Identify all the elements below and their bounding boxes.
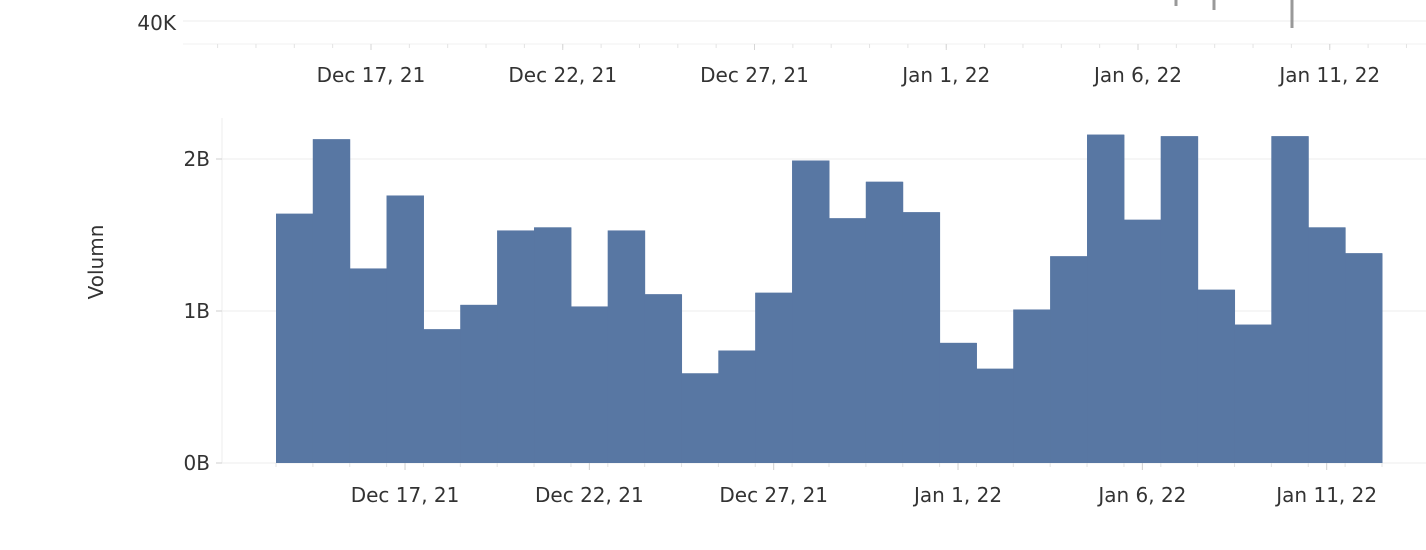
- volume-bar: [644, 294, 683, 463]
- volume-bars: [276, 134, 1383, 464]
- volume-bar: [1050, 256, 1088, 463]
- volume-bar: [976, 368, 1014, 463]
- volume-bar: [718, 350, 756, 463]
- volume-minor-ticks: [275, 463, 1383, 467]
- price-x-tick-label: Jan 11, 22: [1277, 63, 1380, 87]
- volume-x-tick-label: Jan 11, 22: [1274, 483, 1377, 507]
- price-y-tick-label: 40K: [137, 11, 176, 35]
- volume-y-tick-label: 0B: [184, 451, 210, 475]
- volume-x-tick-label: Dec 17, 21: [351, 483, 460, 507]
- volume-bar: [902, 212, 941, 463]
- volume-bar: [1123, 219, 1162, 463]
- volume-y-axis-title: Volumn: [84, 224, 108, 300]
- volume-bar: [1345, 253, 1383, 463]
- volume-bar: [829, 218, 867, 463]
- price-minor-ticks: [217, 44, 1407, 48]
- volume-panel: 0B 1B 2B Dec 17, 21 Dec 22, 21 Dec 27, 21 Jan…: [184, 118, 1426, 507]
- volume-x-tick-label: Jan 6, 22: [1096, 483, 1186, 507]
- volume-bar: [349, 268, 388, 463]
- price-x-tick-label: Dec 17, 21: [317, 63, 426, 87]
- volume-bar: [1013, 309, 1051, 463]
- volume-x-tick-labels: Dec 17, 21 Dec 22, 21 Dec 27, 21 Jan 1, 22 J…: [351, 463, 1377, 507]
- volume-bar: [1271, 136, 1309, 463]
- volume-y-tick-label: 2B: [184, 147, 210, 171]
- volume-bar: [865, 181, 904, 464]
- price-x-tick-label: Jan 1, 22: [900, 63, 990, 87]
- volume-bar: [1197, 289, 1236, 463]
- volume-bar: [939, 342, 977, 463]
- volume-bar: [312, 139, 351, 464]
- volume-bar: [497, 230, 535, 463]
- price-x-tick-labels: Dec 17, 21 Dec 22, 21 Dec 27, 21 Jan 1, 22 J…: [317, 44, 1380, 87]
- volume-bar: [423, 329, 461, 463]
- volume-x-tick-label: Dec 27, 21: [719, 483, 828, 507]
- volume-bar: [386, 195, 424, 464]
- volume-bar: [534, 227, 572, 463]
- volume-bar: [1087, 134, 1125, 463]
- volume-bar: [570, 306, 609, 463]
- volume-bar: [276, 213, 314, 463]
- volume-x-tick-label: Dec 22, 21: [535, 483, 644, 507]
- volume-bar: [792, 160, 830, 463]
- volume-bar: [1308, 227, 1346, 463]
- volume-bar: [607, 230, 646, 463]
- volume-bar: [681, 373, 719, 463]
- volume-y-tick-label: 1B: [184, 299, 210, 323]
- volume-bar: [1160, 136, 1199, 463]
- volume-y-tick-labels: 0B 1B 2B: [184, 147, 222, 475]
- price-x-tick-label: Dec 27, 21: [700, 63, 809, 87]
- price-candle-wicks: [1174, 0, 1294, 28]
- price-panel: 40K Dec 17, 21 Dec 22, 21 Dec 27, 21 Jan 1,…: [137, 0, 1426, 87]
- volume-bar: [755, 292, 793, 463]
- volume-bar: [1234, 324, 1272, 463]
- volume-bar: [460, 304, 498, 463]
- price-x-tick-label: Dec 22, 21: [508, 63, 617, 87]
- volume-x-tick-label: Jan 1, 22: [912, 483, 1002, 507]
- price-x-tick-label: Jan 6, 22: [1092, 63, 1182, 87]
